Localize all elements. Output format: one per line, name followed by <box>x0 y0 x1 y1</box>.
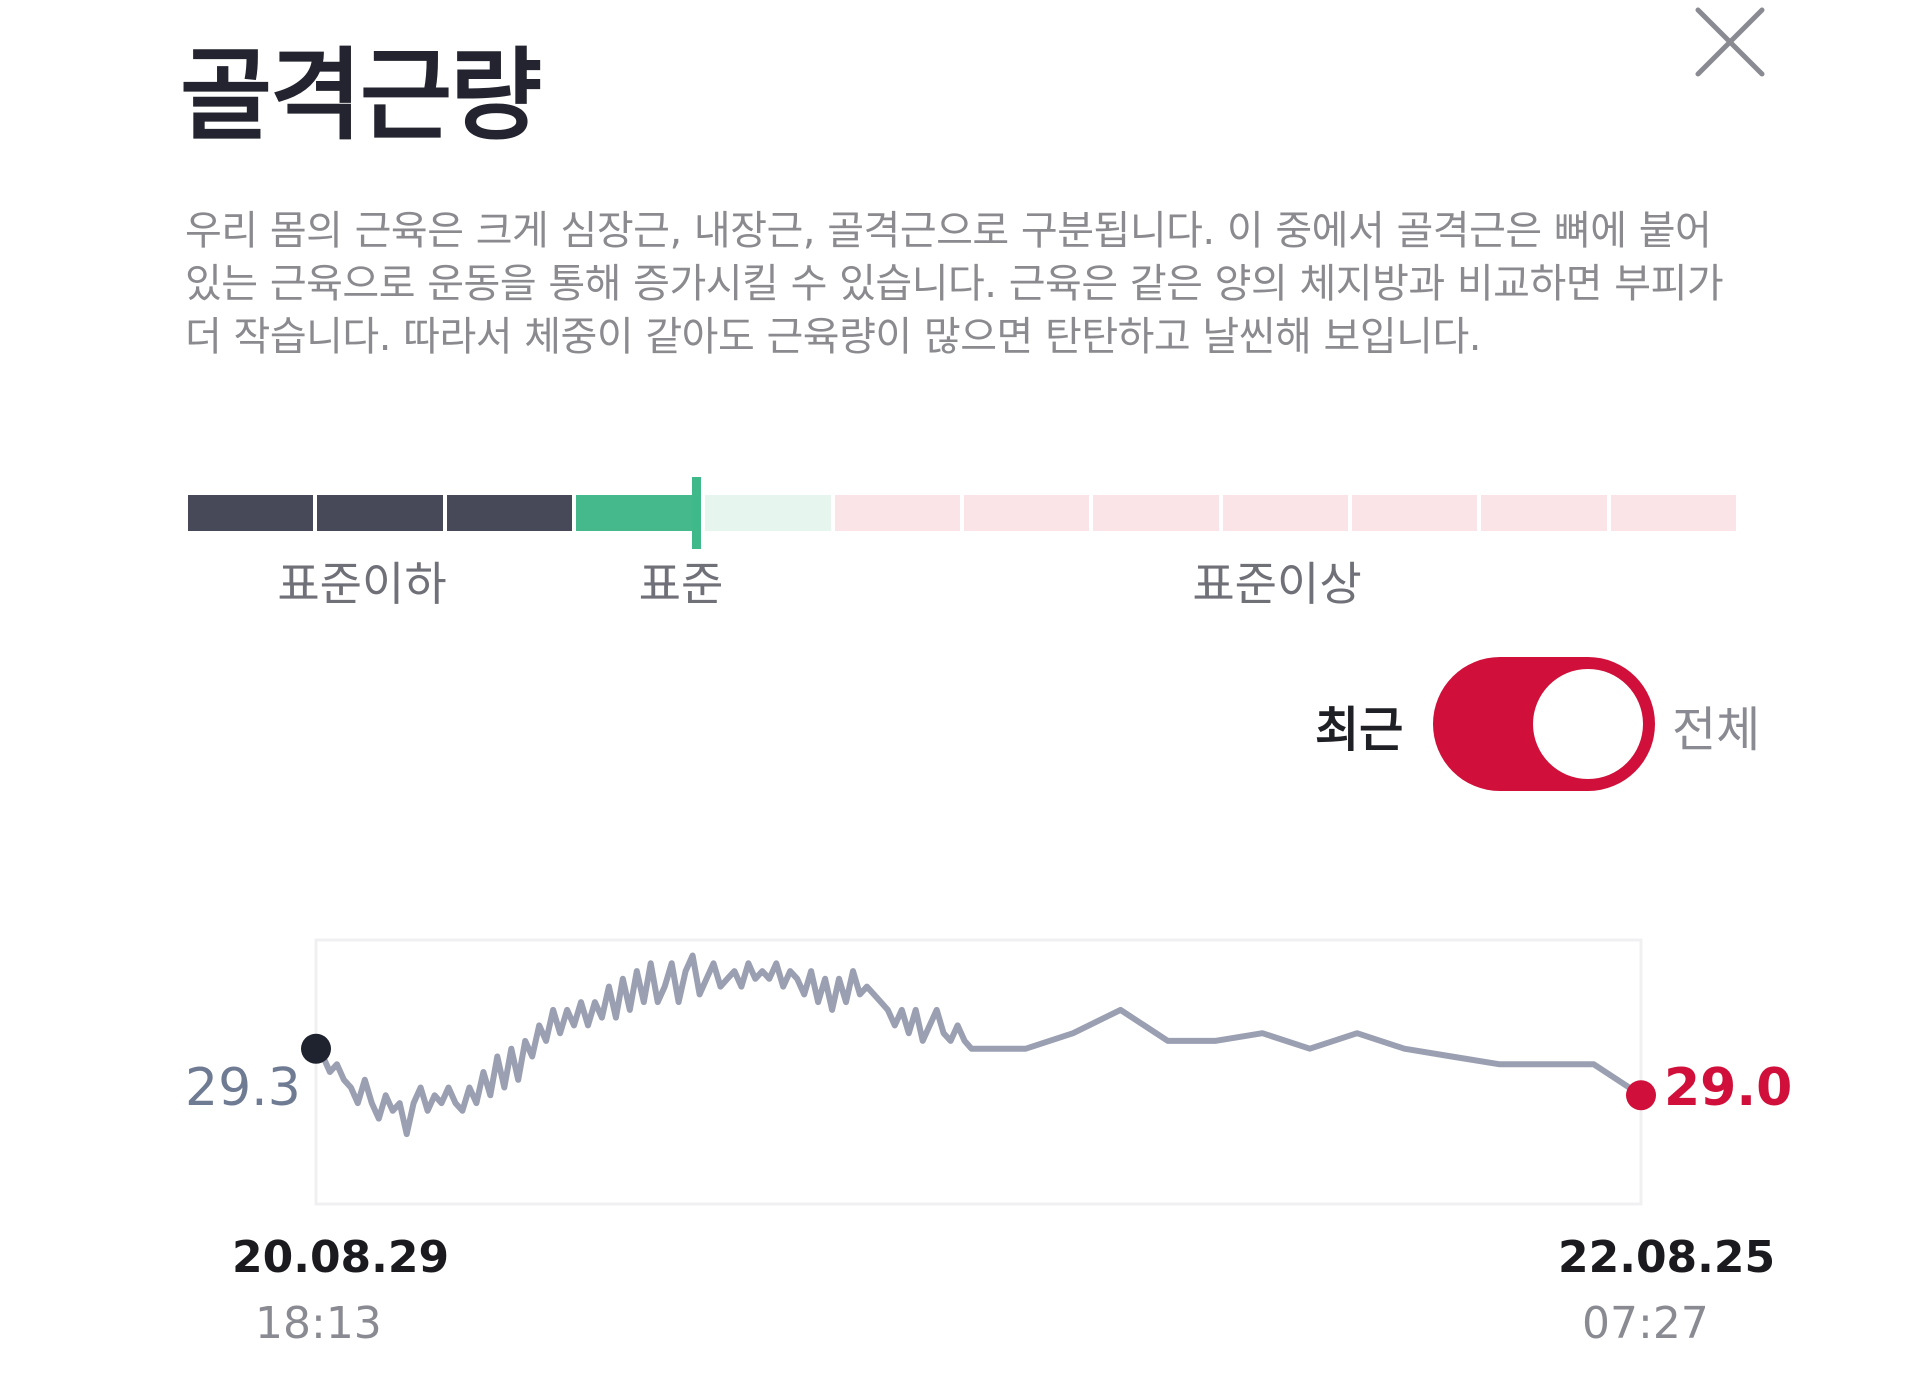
gauge-label-below: 표준이하 <box>277 557 447 611</box>
series-line <box>313 952 1644 1138</box>
description-text: 우리 몸의 근육은 크게 심장근, 내장근, 골격근으로 구분됩니다. 이 중에… <box>185 208 1724 360</box>
end-value-label: 29.0 <box>1664 1058 1793 1118</box>
toggle-knob <box>1533 669 1643 779</box>
end-date-label: 22.08.25 <box>1558 1232 1776 1283</box>
page-title: 골격근량 <box>180 37 542 154</box>
gauge-segment-below <box>188 495 314 531</box>
start-value-label: 29.3 <box>185 1058 301 1118</box>
gauge-segment-above <box>1610 495 1736 531</box>
close-button[interactable] <box>1690 2 1770 82</box>
gauge-segment-above <box>834 495 960 531</box>
range-gauge <box>188 495 1736 531</box>
period-toggle[interactable] <box>1433 657 1655 791</box>
gauge-segment-above <box>1481 495 1607 531</box>
gauge-segment-standard-filled <box>576 495 696 531</box>
end-point <box>1626 1080 1656 1111</box>
gauge-segment-above <box>1352 495 1478 531</box>
gauge-label-above: 표준이상 <box>1192 557 1362 611</box>
gauge-label-standard: 표준 <box>638 557 724 611</box>
gauge-segment-standard <box>705 495 831 531</box>
start-date-label: 20.08.29 <box>232 1232 450 1283</box>
close-icon <box>1695 7 1765 77</box>
gauge-segment-above <box>964 495 1090 531</box>
toggle-label-recent[interactable]: 최근 <box>1315 702 1404 758</box>
start-point <box>301 1033 331 1064</box>
gauge-segment-above <box>1093 495 1219 531</box>
current-value-marker <box>691 477 701 549</box>
end-time-label: 07:27 <box>1582 1298 1709 1349</box>
gauge-segment-below <box>317 495 443 531</box>
gauge-segment-above <box>1222 495 1348 531</box>
start-time-label: 18:13 <box>255 1298 382 1349</box>
toggle-label-all[interactable]: 전체 <box>1672 702 1761 758</box>
gauge-segment-below <box>446 495 572 531</box>
chart-frame <box>314 938 1643 1206</box>
